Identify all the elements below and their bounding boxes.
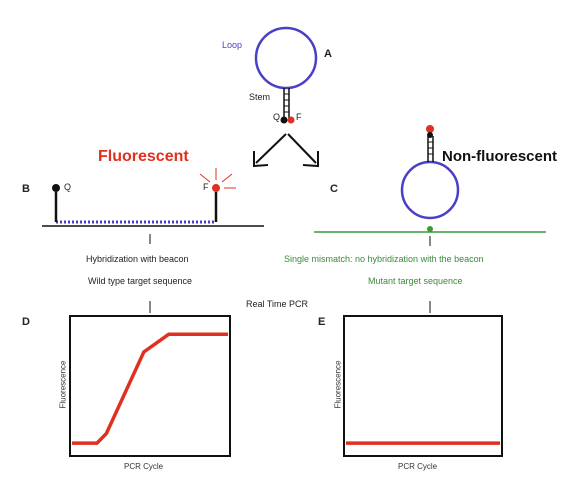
fluorescence-rays [199,168,236,189]
hairpin-probe-a [254,26,318,124]
real-time-pcr-label: Real Time PCR [246,299,309,309]
down-arrows [149,234,431,313]
wild-type-text: Wild type target sequence [88,276,193,286]
fluorophore-label-b: F [203,182,209,192]
arrow-left [255,133,287,164]
x-axis-label-d: PCR Cycle [124,462,164,471]
quencher-label-a: Q [273,112,281,122]
mismatch-site [427,226,433,232]
panel-a-label: A [324,48,332,60]
plot-e-frame [343,315,503,457]
quencher-dot-b [52,184,60,192]
probe-loop-c [400,160,460,220]
plot-d-frame [69,315,231,457]
arrow-right [287,133,317,164]
fluorescent-label: Fluorescent [98,148,189,165]
loop-label: Loop [222,40,243,50]
fluorophore-dot-c [426,125,434,133]
plot-e [343,315,503,457]
quencher-label-b: Q [64,182,72,192]
quencher-dot-a [280,116,288,124]
hybridized-probe-b [42,168,264,227]
closed-probe-c [314,125,546,233]
panel-c-label: C [330,183,338,195]
panel-d-label: D [22,316,30,328]
arrow-left-head [253,151,269,168]
panel-e-label: E [318,316,326,328]
stem-label: Stem [249,92,271,102]
y-axis-label-e: Fluorescence [333,360,343,409]
fluorophore-label-a: F [296,112,302,122]
non-fluorescent-label: Non-fluorescent [442,148,558,165]
quencher-dot-c [427,132,433,138]
fluorophore-dot-b [212,184,220,192]
branch-arrows [253,133,319,168]
mutant-text: Mutant target sequence [368,276,463,286]
plot-d [69,315,231,457]
arrow-right-head [302,151,319,168]
x-axis-label-e: PCR Cycle [398,462,438,471]
no-hybridization-text: Single mismatch: no hybridization with t… [284,254,484,264]
fluorescence-curve-d [72,332,228,445]
fluorophore-dot-a [287,116,295,124]
panel-b-label: B [22,183,30,195]
y-axis-label-d: Fluorescence [58,360,68,409]
probe-loop-a [254,26,318,90]
hybridization-text: Hybridization with beacon [86,254,189,264]
